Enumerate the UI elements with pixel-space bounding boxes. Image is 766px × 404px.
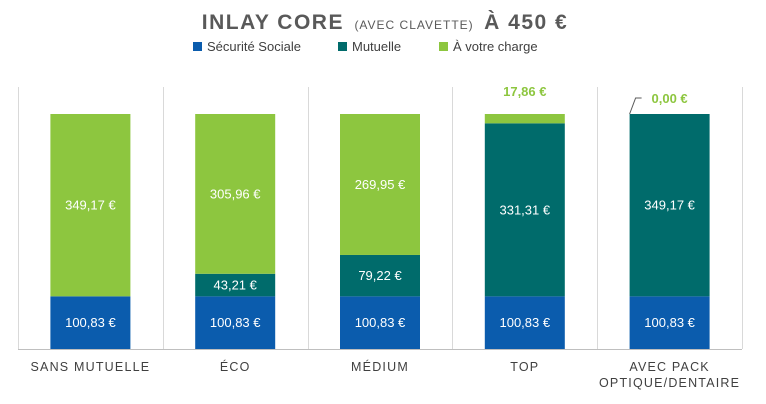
legend-swatch: [439, 42, 448, 51]
data-label: 100,83 €: [644, 315, 695, 330]
legend-label: À votre charge: [453, 39, 538, 54]
category-label: SANS MUTUELLE: [31, 360, 151, 374]
bar-segment: [50, 114, 131, 297]
category-labels: SANS MUTUELLE ÉCO MÉDIUM TOP AVEC PACK OPTIQU…: [31, 359, 740, 390]
data-label: 17,86 €: [503, 84, 546, 99]
bar-segment: [195, 273, 276, 297]
bar-segment: [484, 123, 565, 297]
bar-segment: [340, 296, 420, 349]
data-label: 0,00 €: [652, 91, 688, 106]
bar-segment: [340, 254, 420, 297]
data-label: 100,83 €: [499, 315, 550, 330]
data-label: 305,96 €: [210, 186, 261, 201]
data-label: 331,31 €: [499, 202, 550, 217]
bar-segment: [195, 296, 276, 349]
data-label: 100,83 €: [65, 315, 116, 330]
legend-swatch: [338, 42, 347, 51]
data-label: 100,83 €: [355, 315, 406, 330]
bar-segment: [195, 114, 276, 274]
legend-label: Sécurité Sociale: [207, 39, 301, 54]
bar-segment: [484, 296, 565, 349]
title-suffix: À 450 €: [484, 11, 568, 34]
chart-title: INLAY CORE (AVEC CLAVETTE) À 450 €: [202, 11, 568, 34]
data-label: 269,95 €: [355, 177, 406, 192]
data-label: 349,17 €: [65, 198, 116, 213]
legend-swatch: [193, 42, 202, 51]
category-label: TOP: [510, 360, 539, 374]
bar-segment: [484, 114, 565, 124]
title-main: INLAY CORE: [202, 11, 344, 34]
data-label: 100,83 €: [210, 315, 261, 330]
title-sub: (AVEC CLAVETTE): [354, 18, 473, 32]
bars: [50, 114, 710, 349]
data-label: 349,17 €: [644, 198, 695, 213]
bar-segment: [50, 296, 131, 349]
data-label: 43,21 €: [214, 278, 258, 293]
category-label: ÉCO: [220, 359, 251, 374]
category-label: MÉDIUM: [351, 359, 409, 374]
data-label: 79,22 €: [358, 268, 402, 283]
bar-segment: [629, 114, 710, 297]
leader-line: [629, 97, 642, 115]
bar-segment: [340, 114, 420, 255]
legend: Sécurité Sociale Mutuelle À votre charge: [193, 39, 538, 54]
gridlines: [18, 87, 743, 350]
category-label: AVEC PACK OPTIQUE/DENTAIRE: [599, 360, 740, 390]
legend-label: Mutuelle: [352, 39, 401, 54]
value-labels: 100,83 € 349,17 € 100,83 € 43,21 € 305,96 € 1…: [65, 84, 696, 330]
bar-segment: [629, 296, 710, 349]
